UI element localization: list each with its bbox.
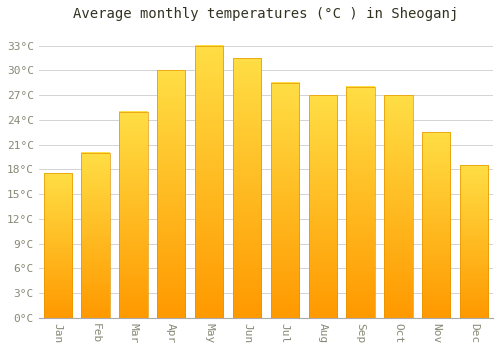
Bar	[346, 87, 375, 318]
Bar	[270, 83, 299, 318]
Bar	[44, 174, 72, 318]
Bar	[44, 174, 72, 318]
Bar	[233, 58, 261, 318]
Bar	[195, 46, 224, 318]
Title: Average monthly temperatures (°C ) in Sheoganj: Average monthly temperatures (°C ) in Sh…	[74, 7, 458, 21]
Bar	[422, 132, 450, 318]
Bar	[308, 95, 337, 318]
Bar	[233, 58, 261, 318]
Bar	[460, 165, 488, 318]
Bar	[119, 112, 148, 318]
Bar	[460, 165, 488, 318]
Bar	[82, 153, 110, 318]
Bar	[346, 87, 375, 318]
Bar	[82, 153, 110, 318]
Bar	[384, 95, 412, 318]
Bar	[422, 132, 450, 318]
Bar	[195, 46, 224, 318]
Bar	[384, 95, 412, 318]
Bar	[270, 83, 299, 318]
Bar	[157, 70, 186, 318]
Bar	[119, 112, 148, 318]
Bar	[157, 70, 186, 318]
Bar	[308, 95, 337, 318]
